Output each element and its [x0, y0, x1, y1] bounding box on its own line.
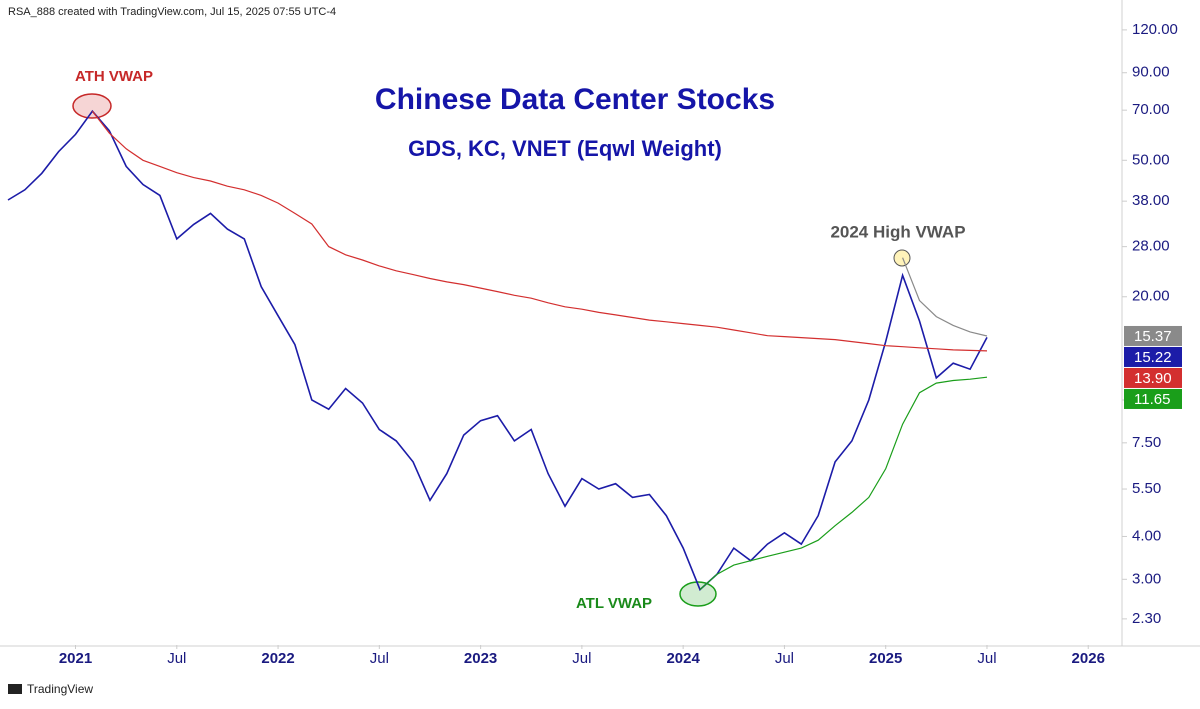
x-tick-label: Jul [775, 650, 794, 667]
x-tick-label: Jul [370, 650, 389, 667]
last-value-label: 15.22 [1134, 349, 1172, 366]
x-tick-label: 2026 [1072, 650, 1105, 667]
last-value-box [1124, 346, 1182, 367]
ath-marker [72, 93, 112, 119]
last-value-badge: 11.65 [1124, 388, 1182, 409]
footer-logo [8, 684, 22, 694]
y-tick-label: 38.00 [1132, 192, 1170, 209]
y-tick-label: 28.00 [1132, 238, 1170, 255]
y-tick-label: 7.50 [1132, 434, 1161, 451]
last-value-box [1124, 388, 1182, 409]
x-tick-label: 2024 [666, 650, 700, 667]
x-tick-label: Jul [977, 650, 996, 667]
y-tick-label: 50.00 [1132, 151, 1170, 168]
last-value-badge: 15.22 [1124, 346, 1182, 367]
annotation: ATL VWAP [576, 595, 652, 612]
y-tick-label: 4.00 [1132, 527, 1161, 544]
chart-title: Chinese Data Center Stocks [375, 83, 775, 116]
last-value-label: 15.37 [1134, 328, 1172, 345]
x-tick-label: 2023 [464, 650, 497, 667]
chart-subtitle: GDS, KC, VNET (Eqwl Weight) [408, 136, 722, 161]
x-tick-label: Jul [572, 650, 591, 667]
y-tick-label: 90.00 [1132, 64, 1170, 81]
annotation: 2024 High VWAP [830, 222, 965, 241]
x-tick-label: 2022 [261, 650, 294, 667]
x-tick-label: 2021 [59, 650, 92, 667]
y-tick-label: 120.00 [1132, 21, 1178, 38]
last-value-box [1124, 325, 1182, 346]
series-line [7, 109, 988, 591]
annotation: ATH VWAP [75, 68, 153, 85]
y-tick-label: 2.30 [1132, 610, 1161, 627]
x-tick-label: Jul [167, 650, 186, 667]
high-marker [893, 249, 911, 267]
series-line [902, 257, 988, 337]
atl-marker [679, 581, 717, 607]
y-tick-label: 3.00 [1132, 570, 1161, 587]
last-value-badge: 13.90 [1124, 367, 1182, 388]
footer: TradingView [27, 682, 93, 696]
last-value-box [1124, 367, 1182, 388]
series-line [91, 110, 988, 352]
last-value-label: 13.90 [1134, 370, 1172, 387]
last-value-badge: 15.37 [1124, 325, 1182, 346]
last-value-label: 11.65 [1134, 391, 1170, 408]
header: RSA_888 created with TradingView.com, Ju… [8, 6, 336, 18]
series-line [699, 376, 988, 591]
y-tick-label: 20.00 [1132, 288, 1170, 305]
y-tick-label: 5.50 [1132, 480, 1161, 497]
x-tick-label: 2025 [869, 650, 902, 667]
y-tick-label: 70.00 [1132, 101, 1170, 118]
